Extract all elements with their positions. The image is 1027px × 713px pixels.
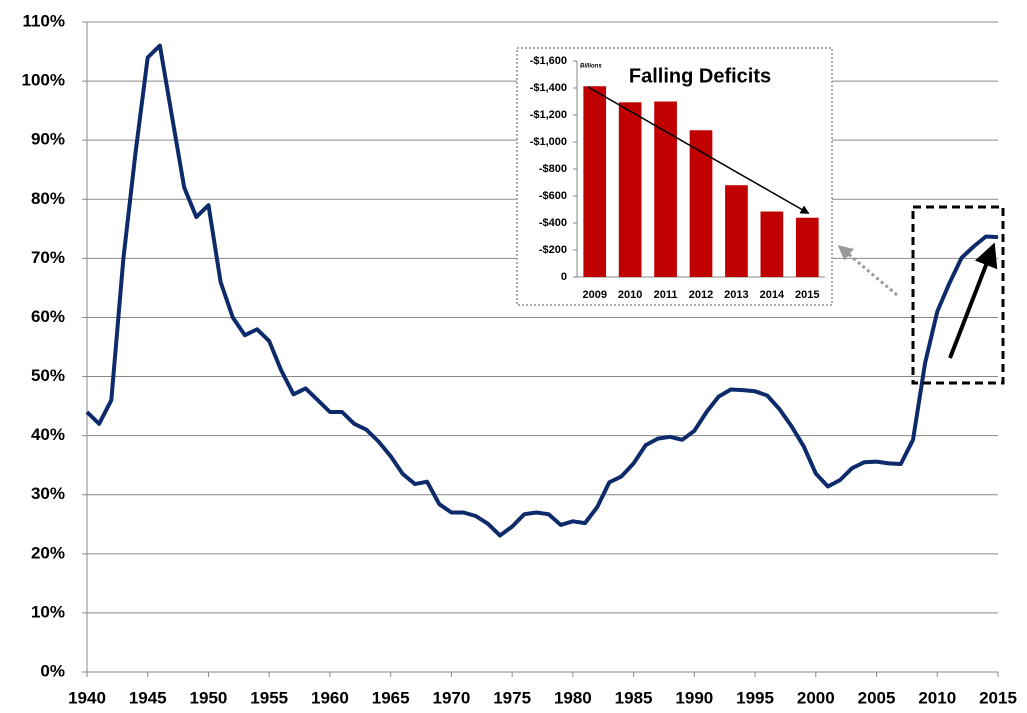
x-tick-label: 1960 bbox=[311, 688, 349, 707]
annotations bbox=[587, 86, 1005, 385]
x-tick-label: 2010 bbox=[618, 289, 642, 301]
inset-unit-label: Billions bbox=[580, 64, 602, 70]
y-tick-label: 90% bbox=[31, 130, 65, 149]
y-tick-label: 10% bbox=[31, 602, 65, 621]
y-tick-label: -$800 bbox=[539, 163, 567, 175]
y-tick-label: -$1,400 bbox=[530, 82, 567, 94]
x-tick-label: 2005 bbox=[858, 688, 896, 707]
x-tick-label: 1970 bbox=[432, 688, 470, 707]
y-tick-label: 0% bbox=[40, 661, 65, 680]
data-line bbox=[85, 43, 999, 538]
highlight-box bbox=[911, 205, 1005, 385]
main-chart: 0% 10% 20% 30% 40% 50% 60% 70% 80% 90% 100% 110% 194… bbox=[22, 11, 1017, 707]
y-tick-label: -$200 bbox=[539, 244, 567, 256]
inset-chart: Falling Deficits Billions 0 -$200 -$400 -$6… bbox=[530, 55, 825, 301]
y-tick-label: 70% bbox=[31, 248, 65, 267]
y-tick-label: 40% bbox=[31, 425, 65, 444]
x-tick-label: 1950 bbox=[190, 688, 228, 707]
x-tick-label: 1965 bbox=[372, 688, 410, 707]
bar bbox=[689, 130, 713, 277]
bar bbox=[618, 102, 642, 277]
x-tick-label: 1995 bbox=[736, 688, 774, 707]
trend-arrow bbox=[587, 86, 810, 214]
x-tick-label: 2009 bbox=[582, 289, 606, 301]
x-tick-label: 2010 bbox=[918, 688, 956, 707]
y-tick-label: 30% bbox=[31, 484, 65, 503]
x-tick-label: 2012 bbox=[689, 289, 713, 301]
y-tick-label: 50% bbox=[31, 366, 65, 385]
bar bbox=[760, 211, 784, 277]
bar bbox=[725, 185, 748, 277]
y-tick-label: 60% bbox=[31, 307, 65, 326]
rise-arrow bbox=[948, 242, 998, 359]
bar bbox=[583, 86, 607, 278]
y-tick-label: -$600 bbox=[539, 190, 567, 202]
y-tick-label: -$1,200 bbox=[530, 109, 567, 121]
x-tick-label: 1985 bbox=[615, 688, 653, 707]
y-tick-label: 20% bbox=[31, 543, 65, 562]
x-tick-label: 2000 bbox=[797, 688, 835, 707]
y-tick-label: -$1,000 bbox=[530, 136, 567, 148]
bar bbox=[795, 217, 819, 277]
x-tick-label: 2011 bbox=[654, 289, 678, 301]
x-tick-label: 1940 bbox=[68, 688, 106, 707]
pointer-arrow bbox=[837, 245, 898, 297]
x-tick-label: 2015 bbox=[795, 289, 819, 301]
y-tick-label: 110% bbox=[22, 11, 65, 30]
y-tick-label: -$400 bbox=[539, 217, 567, 229]
x-tick-label: 2015 bbox=[979, 688, 1017, 707]
bar bbox=[654, 101, 677, 277]
x-tick-label: 1990 bbox=[675, 688, 713, 707]
x-tick-label: 1980 bbox=[554, 688, 592, 707]
x-tick-label: 1975 bbox=[493, 688, 531, 707]
y-tick-label: 0 bbox=[561, 271, 567, 283]
x-tick-label: 2014 bbox=[760, 289, 785, 301]
x-tick-label: 1955 bbox=[250, 688, 288, 707]
y-tick-label: -$1,600 bbox=[530, 55, 567, 67]
y-tick-label: 80% bbox=[31, 189, 65, 208]
x-tick-label: 1945 bbox=[129, 688, 167, 707]
y-tick-label: 100% bbox=[22, 71, 65, 90]
x-tick-label: 2013 bbox=[724, 289, 748, 301]
inset-title: Falling Deficits bbox=[629, 65, 771, 87]
